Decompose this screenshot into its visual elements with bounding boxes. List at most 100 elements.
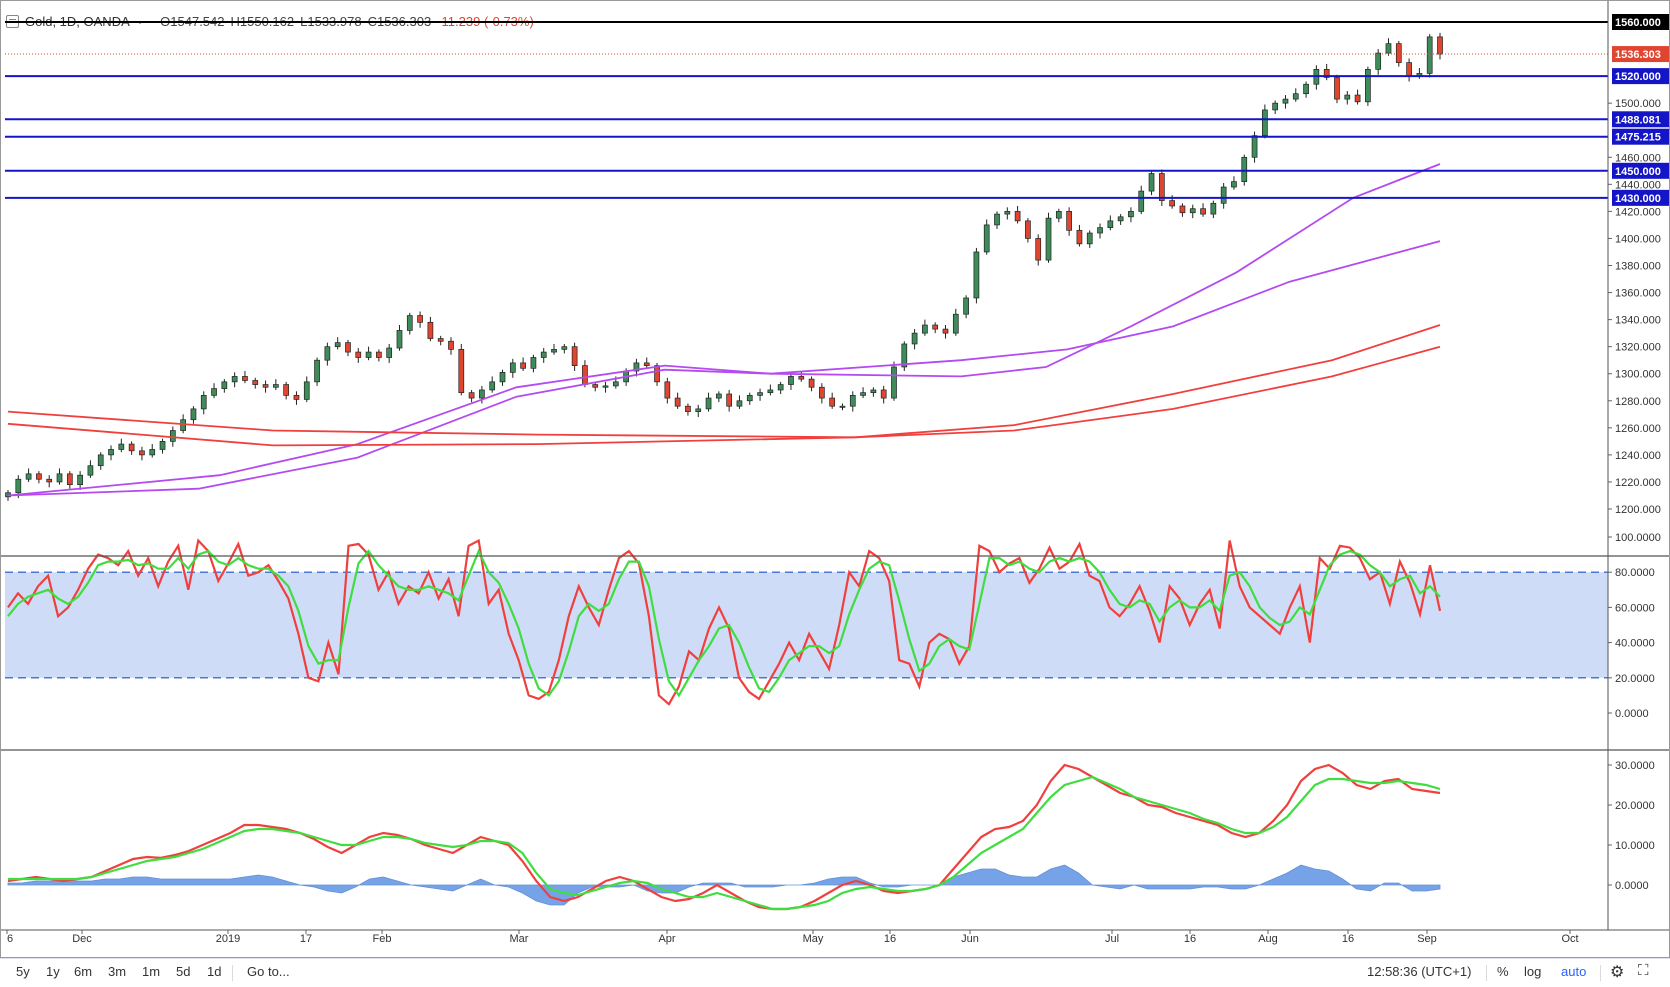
ma-red-1-line <box>7 324 1441 439</box>
candle <box>118 443 125 450</box>
candle <box>262 384 269 388</box>
level-tag <box>1612 189 1669 206</box>
candle <box>252 380 259 385</box>
candle <box>1251 135 1258 158</box>
bottom-toolbar: 5y 1y 6m 3m 1m 5d 1d Go to... 12:58:36 (… <box>0 958 1670 987</box>
candle <box>1014 211 1021 222</box>
percent-scale-toggle[interactable]: % <box>1497 964 1509 979</box>
candle <box>345 342 351 353</box>
toolbar-divider <box>232 965 233 981</box>
range-button-5d[interactable]: 5d <box>176 964 191 979</box>
candle <box>1231 181 1237 188</box>
time-axis[interactable]: 6 Dec 2019 17 Feb Mar Apr May 16 Jun Jul 16 Aug 16 Sep… <box>6 930 1579 945</box>
price-tick-label: 1200.000 <box>1615 504 1661 516</box>
candle <box>922 324 928 334</box>
macd-tick-label: 20.0000 <box>1615 800 1655 812</box>
auto-scale-toggle[interactable]: auto <box>1561 964 1587 979</box>
candle <box>1437 36 1443 55</box>
time-tick-label: 16 <box>1342 933 1354 945</box>
candle <box>1179 205 1186 214</box>
candle <box>1344 94 1351 100</box>
candle <box>1189 208 1196 214</box>
candle <box>108 449 114 456</box>
macd-pane[interactable]: 30.0000 20.0000 10.0000 0.0000 <box>7 760 1655 911</box>
stoch-band <box>5 572 1608 678</box>
candle <box>87 465 94 476</box>
chart-canvas[interactable]: 1560.000 1520.000 1488.081 1475.215 1450.000… <box>0 0 1670 958</box>
time-tick-label: Dec <box>72 933 92 945</box>
last-price-tag-label: 1536.303 <box>1615 49 1661 61</box>
candle <box>509 362 516 373</box>
candle <box>314 359 320 383</box>
macd-histogram <box>7 864 1441 906</box>
candle <box>489 381 496 391</box>
candle <box>654 365 660 383</box>
candle <box>1035 238 1042 261</box>
range-button-3m[interactable]: 3m <box>108 964 127 979</box>
candle <box>695 408 702 412</box>
candle <box>1128 211 1134 218</box>
fullscreen-icon[interactable]: ⛶ <box>1638 962 1649 979</box>
candle <box>159 441 166 450</box>
candle <box>427 321 434 339</box>
time-tick-label: 2019 <box>216 933 240 945</box>
candle <box>1282 98 1289 104</box>
price-tick-label: 1420.000 <box>1615 206 1661 218</box>
candle <box>273 384 279 388</box>
settings-gear-icon[interactable]: ⚙ <box>1610 964 1625 981</box>
time-tick-label: May <box>803 933 824 945</box>
macd-line <box>7 763 1441 911</box>
time-tick-label: Jun <box>961 933 979 945</box>
candle <box>46 478 53 483</box>
price-tick-label: 1300.000 <box>1615 369 1661 381</box>
goto-button[interactable]: Go to... <box>247 964 290 979</box>
range-button-1d[interactable]: 1d <box>207 964 222 979</box>
candle <box>1076 229 1083 245</box>
candle <box>788 376 794 385</box>
range-button-1m[interactable]: 1m <box>142 964 161 979</box>
level-tag <box>1612 68 1669 85</box>
candle <box>777 384 784 391</box>
candle <box>901 343 908 368</box>
candle <box>1220 186 1227 204</box>
stoch-tick-label: 20.0000 <box>1615 673 1655 685</box>
level-tag-label: 1488.081 <box>1615 114 1661 126</box>
level-tag-label: 1450.000 <box>1615 166 1661 178</box>
candle <box>643 362 650 366</box>
log-scale-toggle[interactable]: log <box>1524 964 1542 979</box>
candle <box>283 384 290 396</box>
clock-time: 12:58:36 (UTC+1) <box>1367 964 1472 979</box>
range-button-5y[interactable]: 5y <box>16 964 30 979</box>
candle <box>839 405 846 408</box>
time-tick-label: Sep <box>1417 933 1437 945</box>
candle <box>1385 43 1392 54</box>
level-tag-label: 1520.000 <box>1615 71 1661 83</box>
candle <box>819 386 825 399</box>
time-tick-label: Aug <box>1258 933 1278 945</box>
range-button-1y[interactable]: 1y <box>46 964 60 979</box>
price-pane[interactable]: 1560.000 1520.000 1488.081 1475.215 1450.000… <box>5 14 1669 516</box>
level-tag <box>1612 128 1669 145</box>
stochastic-pane[interactable]: 100.0000 80.0000 60.0000 40.0000 20.0000 0.00… <box>5 532 1661 720</box>
candle <box>870 389 877 394</box>
ma-purple-2-line <box>7 240 1441 497</box>
candle <box>66 473 73 486</box>
candle <box>633 362 640 372</box>
range-button-6m[interactable]: 6m <box>74 964 93 979</box>
candle <box>1406 62 1412 77</box>
macd-tick-label: 0.0000 <box>1615 880 1649 892</box>
candle <box>1004 211 1011 215</box>
candle <box>1241 156 1248 182</box>
candle <box>664 381 671 399</box>
candle <box>1426 36 1433 74</box>
candle <box>736 400 743 407</box>
candle <box>36 473 42 480</box>
candle <box>880 389 887 399</box>
time-tick-label: 6 <box>7 933 13 945</box>
stoch-tick-label: 40.0000 <box>1615 638 1655 650</box>
candle <box>437 338 444 342</box>
candle <box>479 389 485 399</box>
candle <box>1303 83 1309 95</box>
level-tag-label: 1475.215 <box>1615 132 1661 144</box>
time-tick-label: Feb <box>373 933 392 945</box>
